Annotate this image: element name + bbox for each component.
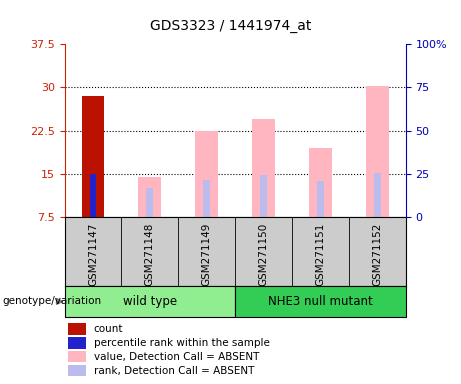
Text: genotype/variation: genotype/variation (2, 296, 101, 306)
Text: NHE3 null mutant: NHE3 null mutant (268, 295, 373, 308)
Bar (260, 175, 267, 217)
Bar (366, 86, 389, 217)
Bar (147, 188, 153, 217)
Text: percentile rank within the sample: percentile rank within the sample (94, 338, 270, 348)
Bar (89, 174, 96, 217)
Bar (203, 180, 210, 217)
Text: GSM271147: GSM271147 (88, 222, 98, 286)
Bar (68, 351, 86, 362)
Text: wild type: wild type (123, 295, 177, 308)
Text: GSM271150: GSM271150 (259, 222, 269, 286)
Bar (309, 148, 332, 217)
Bar (68, 337, 86, 349)
Text: GSM271149: GSM271149 (201, 222, 212, 286)
Text: value, Detection Call = ABSENT: value, Detection Call = ABSENT (94, 352, 259, 362)
Bar (317, 181, 324, 217)
Text: GSM271151: GSM271151 (315, 222, 325, 286)
Text: rank, Detection Call = ABSENT: rank, Detection Call = ABSENT (94, 366, 254, 376)
Bar (68, 323, 86, 334)
Bar (138, 177, 161, 217)
Text: GSM271152: GSM271152 (372, 222, 382, 286)
Bar (252, 119, 275, 217)
Bar (68, 365, 86, 376)
Bar (374, 173, 381, 217)
Bar (235, 286, 406, 317)
Bar (195, 131, 218, 217)
Text: GSM271148: GSM271148 (145, 222, 155, 286)
Bar (82, 96, 104, 217)
Text: GDS3323 / 1441974_at: GDS3323 / 1441974_at (150, 19, 311, 33)
Text: count: count (94, 324, 123, 334)
Bar (65, 286, 235, 317)
